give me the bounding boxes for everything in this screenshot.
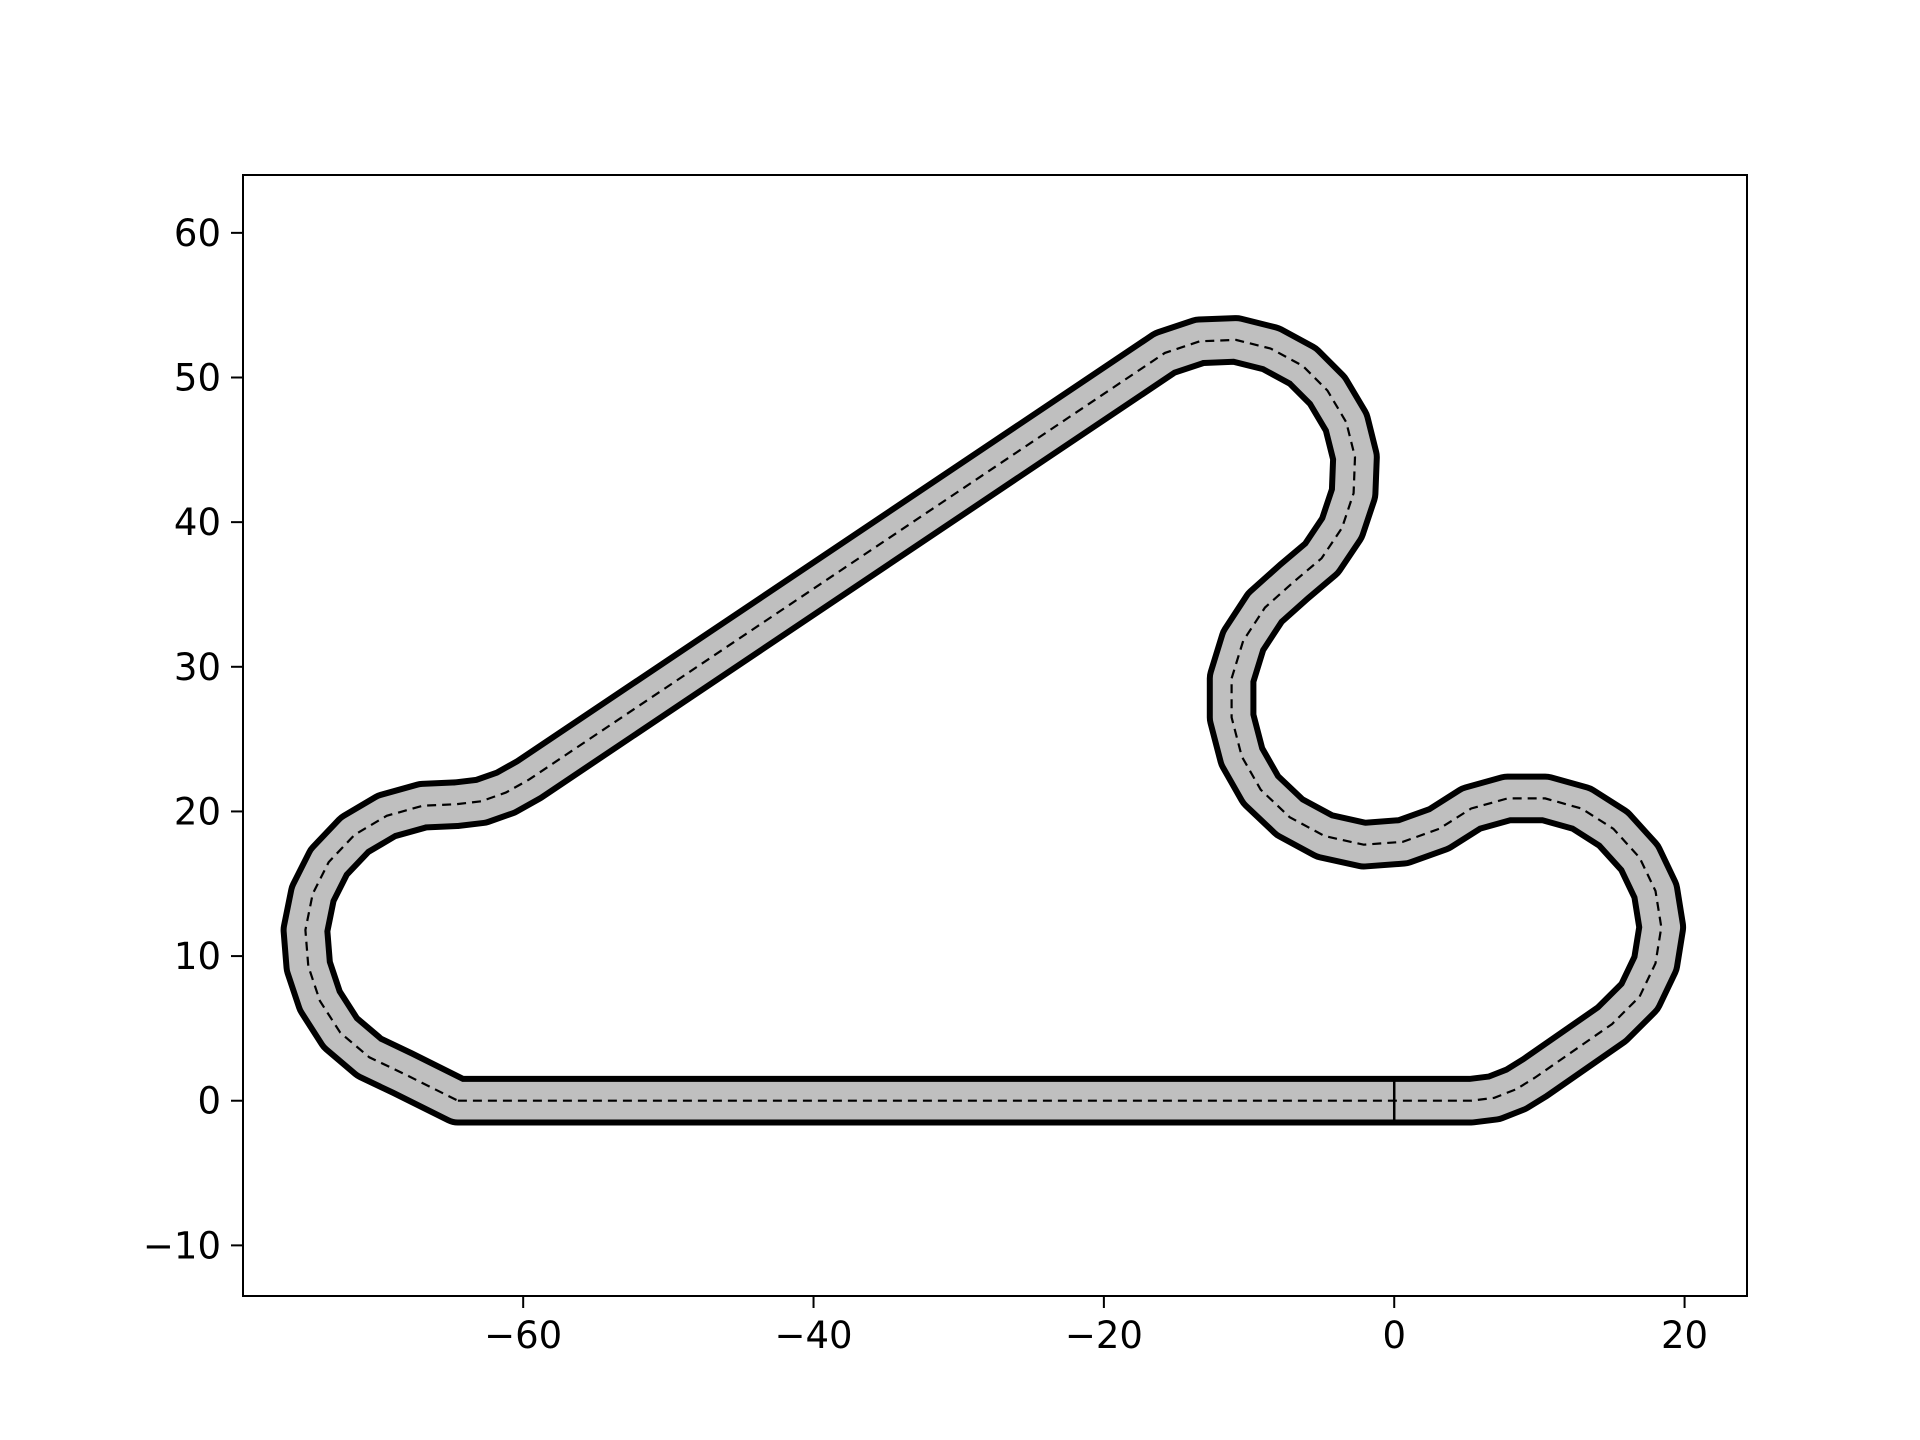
track <box>280 315 1687 1126</box>
x-tick-label: 0 <box>1382 1314 1406 1357</box>
axes-frame <box>242 174 1748 1297</box>
x-tick-label: −40 <box>774 1314 852 1357</box>
x-tick-label: −20 <box>1065 1314 1143 1357</box>
y-tick-label: 30 <box>174 646 221 689</box>
track-centerline <box>304 338 1663 1102</box>
y-axis: −10 0 10 20 30 40 50 60 <box>143 212 243 1267</box>
x-tick-label: −60 <box>484 1314 562 1357</box>
y-tick-label: 0 <box>197 1080 221 1123</box>
x-tick-label: 20 <box>1661 1314 1708 1357</box>
y-tick-label: 20 <box>174 790 221 833</box>
x-axis: −60 −40 −20 0 20 <box>484 1296 1708 1357</box>
y-tick-label: 10 <box>174 935 221 978</box>
y-tick-label: −10 <box>143 1224 221 1267</box>
y-tick-label: 50 <box>174 357 221 400</box>
y-tick-label: 60 <box>174 212 221 255</box>
y-tick-label: 40 <box>174 501 221 544</box>
